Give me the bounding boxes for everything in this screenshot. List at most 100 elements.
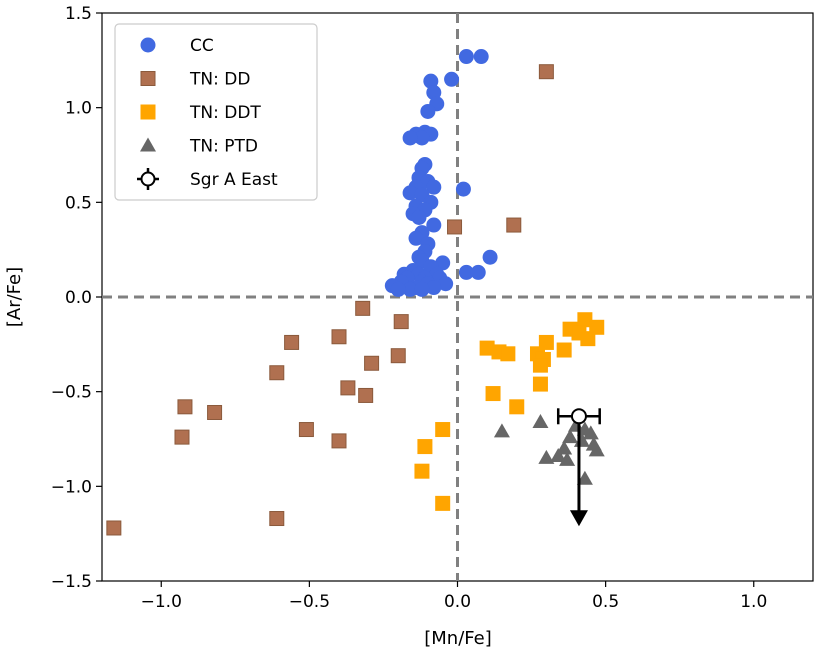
legend-label: TN: DDT <box>189 103 261 123</box>
data-point <box>582 425 599 440</box>
x-tick-label: −0.5 <box>289 592 330 612</box>
data-point <box>426 217 442 233</box>
data-point <box>493 423 510 438</box>
data-point <box>447 219 463 235</box>
legend-item: CC <box>140 36 214 56</box>
legend-marker <box>140 104 156 120</box>
sgr-a-east-point <box>570 408 587 425</box>
sgr-a-east-arrow-head <box>569 510 588 527</box>
data-point <box>298 422 314 438</box>
data-point <box>509 399 525 415</box>
data-point <box>174 429 190 445</box>
x-tick-label: 1.0 <box>740 592 767 612</box>
legend-item: TN: PTD <box>140 137 258 157</box>
data-point <box>482 249 498 265</box>
data-point <box>538 449 555 464</box>
data-point <box>426 280 442 296</box>
y-tick-label: 0.0 <box>65 288 92 308</box>
legend-marker <box>140 71 156 86</box>
data-point <box>532 376 548 392</box>
data-point <box>423 73 439 89</box>
data-point <box>331 433 347 449</box>
data-point <box>207 404 223 420</box>
y-tick-label: 1.0 <box>65 99 92 119</box>
data-point <box>106 520 122 536</box>
series-sgr-a-east <box>556 408 601 527</box>
data-point <box>470 264 486 280</box>
legend-box <box>114 23 318 201</box>
data-point <box>358 387 374 403</box>
data-point <box>559 451 576 466</box>
data-point <box>284 334 300 350</box>
data-point <box>402 185 418 201</box>
data-point <box>390 281 406 297</box>
data-point <box>426 179 442 195</box>
legend-item: TN: DDT <box>140 103 261 123</box>
data-point <box>588 442 605 457</box>
data-point <box>455 181 471 197</box>
data-point <box>538 64 554 80</box>
y-tick-label: −0.5 <box>51 383 92 403</box>
x-tick-label: 0.0 <box>444 592 471 612</box>
data-point <box>444 71 460 87</box>
data-point <box>402 130 418 146</box>
data-point <box>177 399 193 415</box>
y-tick-label: 0.5 <box>65 193 92 213</box>
x-tick-label: 0.5 <box>592 592 619 612</box>
data-point <box>408 230 424 246</box>
data-point <box>589 319 605 335</box>
data-point <box>414 130 430 146</box>
data-point <box>411 209 427 225</box>
reference-lines <box>102 13 813 581</box>
data-point <box>435 255 451 271</box>
data-point <box>550 448 567 463</box>
y-tick-label: −1.5 <box>51 572 92 592</box>
legend-marker <box>140 137 156 152</box>
data-point <box>458 264 474 280</box>
series-tn-ptd <box>493 413 605 485</box>
y-axis-label: [Ar/Fe] <box>4 267 25 327</box>
data-point <box>580 331 596 347</box>
data-point <box>506 217 522 233</box>
legend-label: TN: DD <box>189 70 250 90</box>
y-tick-label: −1.0 <box>51 477 92 497</box>
data-point <box>576 470 593 485</box>
legend-label: CC <box>190 36 214 56</box>
data-point <box>393 314 409 330</box>
data-point <box>390 348 406 364</box>
data-point <box>435 495 451 511</box>
legend-label: TN: PTD <box>189 137 258 157</box>
data-point <box>438 276 454 292</box>
legend-marker <box>140 37 156 53</box>
legend: CC TN: DD TN: DDT TN: PTD Sgr A East <box>114 23 318 201</box>
data-point <box>538 334 554 350</box>
data-point <box>556 440 573 455</box>
data-point <box>414 463 430 479</box>
data-point <box>500 346 516 362</box>
data-point <box>269 511 285 527</box>
legend-item: TN: DD <box>140 70 250 90</box>
data-point <box>402 281 418 297</box>
axis-ticks: −1.0 −0.5 0.0 0.5 1.0 −1.5 −1.0 −0.5 0.0 0.5 1.0 1.… <box>51 4 768 612</box>
data-point <box>414 281 430 297</box>
legend-marker <box>140 171 156 187</box>
series-tn-ddt <box>414 312 605 511</box>
data-point <box>269 365 285 381</box>
data-point <box>458 49 474 65</box>
data-point <box>331 329 347 345</box>
data-point <box>420 103 436 119</box>
data-point <box>473 49 489 65</box>
legend-item: Sgr A East <box>137 168 278 190</box>
data-point <box>562 429 579 444</box>
data-point <box>485 386 501 402</box>
series-tn-dd <box>106 64 554 536</box>
data-point <box>556 342 572 358</box>
y-tick-label: 1.5 <box>65 4 92 24</box>
x-tick-label: −1.0 <box>141 592 182 612</box>
series-cc <box>384 49 498 297</box>
data-point <box>532 413 549 428</box>
x-axis-label: [Mn/Fe] <box>424 628 492 649</box>
data-point <box>364 355 380 371</box>
data-point <box>417 439 433 455</box>
